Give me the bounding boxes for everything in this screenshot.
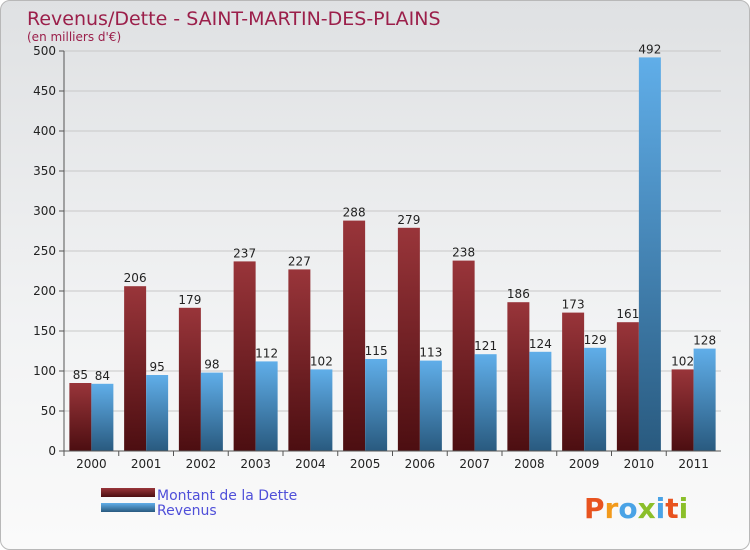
chart-subtitle: (en milliers d'€) bbox=[27, 30, 121, 44]
x-tick-label: 2008 bbox=[514, 457, 545, 471]
data-label: 227 bbox=[288, 254, 311, 268]
proxiti-logo: Proxiti bbox=[584, 492, 688, 525]
x-tick-label: 2011 bbox=[678, 457, 709, 471]
legend-label: Revenus bbox=[157, 503, 217, 519]
x-tick-label: 2004 bbox=[295, 457, 326, 471]
bar-revenus-2005 bbox=[365, 359, 388, 451]
axes: 0 50 100 150 200 250 300 350 400 450 500 2000 2001 20… bbox=[33, 44, 721, 471]
data-label: 95 bbox=[149, 360, 164, 374]
bar-revenus-2008 bbox=[529, 351, 552, 451]
data-label: 85 bbox=[73, 368, 88, 382]
data-label: 102 bbox=[671, 354, 694, 368]
y-tick-label: 350 bbox=[33, 164, 56, 178]
bar-dette-2009 bbox=[562, 312, 585, 451]
data-label: 279 bbox=[397, 213, 420, 227]
x-tick-label: 2010 bbox=[624, 457, 655, 471]
data-label: 492 bbox=[638, 42, 661, 56]
data-label: 115 bbox=[365, 344, 388, 358]
data-label: 113 bbox=[419, 346, 442, 360]
data-label: 98 bbox=[204, 358, 219, 372]
y-tick-label: 400 bbox=[33, 124, 56, 138]
legend-swatch bbox=[101, 488, 155, 497]
data-label: 128 bbox=[693, 334, 716, 348]
bar-dette-2004 bbox=[288, 269, 311, 451]
data-label: 288 bbox=[343, 206, 366, 220]
bar-revenus-2000 bbox=[91, 383, 114, 451]
data-label: 84 bbox=[95, 369, 110, 383]
bar-dette-2001 bbox=[124, 286, 147, 451]
data-label: 112 bbox=[255, 346, 278, 360]
data-label: 121 bbox=[474, 339, 497, 353]
legend-swatch bbox=[101, 503, 155, 512]
data-label: 186 bbox=[507, 287, 530, 301]
x-tick-label: 2001 bbox=[131, 457, 162, 471]
y-tick-label: 150 bbox=[33, 324, 56, 338]
data-label: 173 bbox=[562, 298, 585, 312]
data-label: 206 bbox=[124, 271, 147, 285]
legend-label: Montant de la Dette bbox=[157, 488, 297, 504]
y-tick-label: 500 bbox=[33, 44, 56, 58]
bar-revenus-2003 bbox=[255, 361, 278, 451]
x-tick-label: 2005 bbox=[350, 457, 381, 471]
data-label: 238 bbox=[452, 246, 475, 260]
data-label: 124 bbox=[529, 337, 552, 351]
y-tick-label: 250 bbox=[33, 244, 56, 258]
y-tick-label: 0 bbox=[48, 444, 56, 458]
bar-revenus-2001 bbox=[146, 375, 169, 451]
bar-dette-2011 bbox=[671, 369, 694, 451]
y-tick-label: 300 bbox=[33, 204, 56, 218]
bar-revenus-2011 bbox=[693, 348, 716, 451]
x-tick-label: 2003 bbox=[240, 457, 271, 471]
bar-dette-2000 bbox=[69, 383, 92, 451]
bar-revenus-2007 bbox=[474, 354, 497, 451]
bar-dette-2006 bbox=[397, 227, 420, 451]
bar-revenus-2010 bbox=[638, 57, 661, 452]
data-label: 179 bbox=[178, 293, 201, 307]
data-label: 237 bbox=[233, 246, 256, 260]
x-tick-label: 2002 bbox=[186, 457, 217, 471]
x-tick-label: 2006 bbox=[405, 457, 436, 471]
bars: 85 84 206 95 179 98 237 112 227 102 288 115 279 113 23… bbox=[69, 42, 716, 452]
bar-dette-2003 bbox=[233, 261, 256, 451]
bar-dette-2008 bbox=[507, 302, 530, 451]
bar-revenus-2009 bbox=[584, 347, 607, 451]
grid-lines bbox=[64, 50, 721, 452]
brand-text: Proxiti bbox=[584, 492, 688, 525]
data-label: 102 bbox=[310, 354, 333, 368]
bar-dette-2005 bbox=[343, 220, 366, 451]
data-label: 161 bbox=[616, 307, 639, 321]
bar-dette-2002 bbox=[178, 307, 201, 451]
y-tick-label: 200 bbox=[33, 284, 56, 298]
bar-revenus-2002 bbox=[200, 372, 223, 451]
bar-revenus-2006 bbox=[419, 360, 442, 451]
bar-dette-2010 bbox=[616, 322, 639, 451]
x-tick-label: 2000 bbox=[76, 457, 107, 471]
x-tick-label: 2007 bbox=[459, 457, 490, 471]
bar-revenus-2004 bbox=[310, 369, 333, 451]
data-label: 129 bbox=[584, 333, 607, 347]
chart-title: Revenus/Dette - SAINT-MARTIN-DES-PLAINS bbox=[27, 8, 441, 30]
bar-dette-2007 bbox=[452, 260, 475, 451]
y-tick-label: 100 bbox=[33, 364, 56, 378]
x-tick-label: 2009 bbox=[569, 457, 600, 471]
y-tick-label: 450 bbox=[33, 84, 56, 98]
y-tick-label: 50 bbox=[41, 404, 56, 418]
